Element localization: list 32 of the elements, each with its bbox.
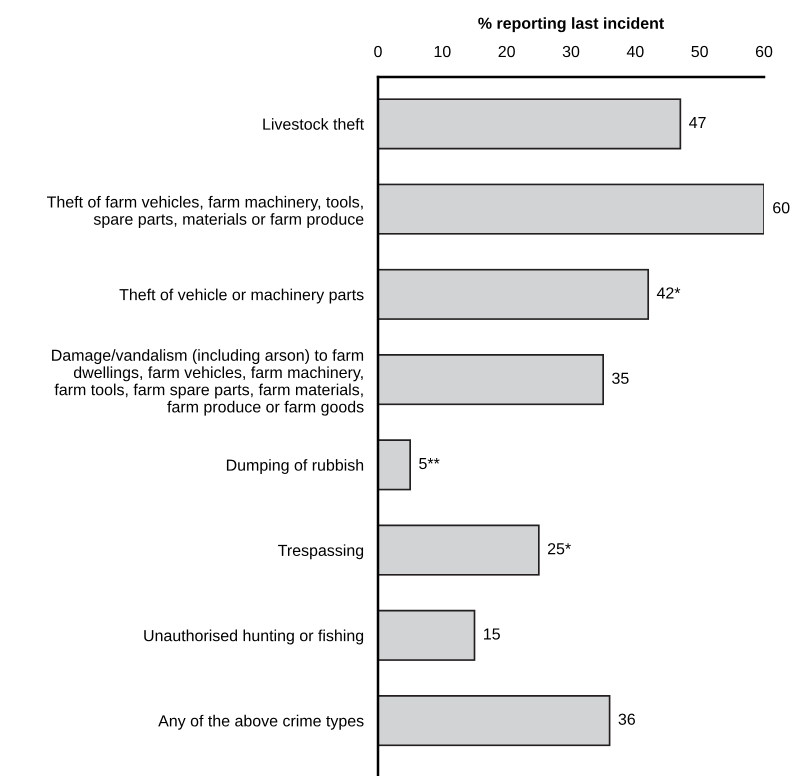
bar <box>378 184 764 235</box>
data-label: 35 <box>612 372 629 384</box>
data-label: 15 <box>484 628 500 640</box>
bar <box>378 610 476 661</box>
bar <box>378 354 604 406</box>
x-tick-label: 0 <box>374 46 382 58</box>
x-axis-title: % reporting last incident <box>478 17 664 32</box>
bar <box>378 98 682 150</box>
x-tick-label: 40 <box>626 46 644 58</box>
data-label: 25* <box>548 543 571 554</box>
x-tick-label: 50 <box>691 46 708 58</box>
x-tick-label: 10 <box>434 46 451 58</box>
data-label: 36 <box>618 714 635 725</box>
data-label: 42* <box>656 287 680 298</box>
bar <box>378 439 411 490</box>
y-tick-label: Dumping of rubbish <box>226 459 364 474</box>
bar <box>378 268 650 320</box>
y-tick-label: Theft of vehicle or machinery parts <box>119 288 364 304</box>
x-tick-label: 30 <box>562 46 580 58</box>
x-tick-label: 60 <box>756 46 772 58</box>
y-tick-label: Any of the above crime types <box>158 714 364 730</box>
y-tick-label: Unauthorised hunting or fishing <box>144 630 364 644</box>
data-label: 47 <box>689 117 706 128</box>
bar <box>378 695 610 746</box>
y-tick-label: Damage/vandalism (including arson) to farm dwellings, farm vehicles, farm machinery, farm tools, farm spare parts, farm materials, farm produce or farm goods <box>52 349 364 416</box>
data-label: 60 <box>773 202 790 214</box>
y-tick-label: Trespassing <box>278 544 364 560</box>
x-tick-label: 20 <box>498 46 515 58</box>
y-tick-label: Livestock theft <box>263 118 364 130</box>
bar <box>378 524 540 576</box>
y-tick-label: Theft of farm vehicles, farm machinery, tools, spare parts, materials or farm produce <box>47 196 364 228</box>
data-label: 5** <box>419 458 440 470</box>
